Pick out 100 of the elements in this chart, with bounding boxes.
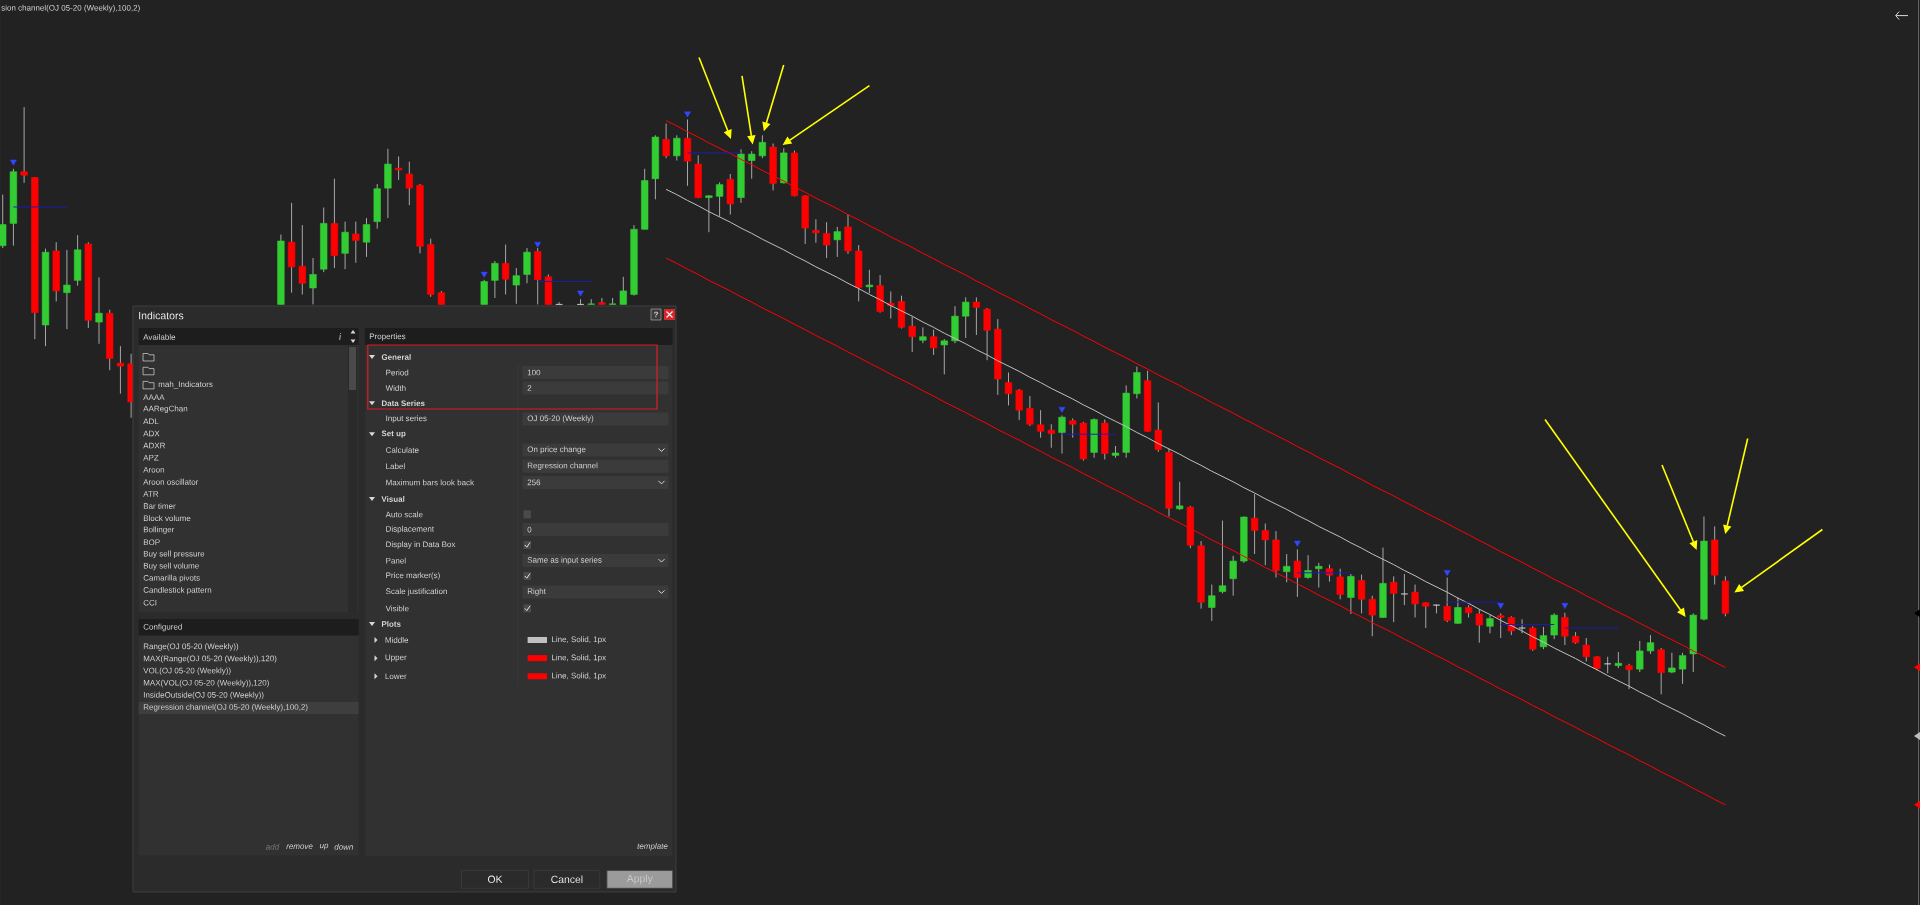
annotation: Scale justification [385,588,447,596]
text: add [265,843,280,850]
annotation: Calculate [386,447,419,453]
point [1497,603,1504,609]
annotation: ATR [143,491,159,497]
annotation: Buy sell volume [143,562,199,571]
candlestick [63,249,71,330]
candlestick [362,217,371,258]
candlestick [1486,614,1494,634]
annotation: Panel [386,557,406,564]
annotation: Data Series [381,400,425,407]
candlestick [619,276,627,305]
candlestick [1336,568,1344,600]
candlestick [1454,596,1462,625]
candlestick [758,134,767,159]
annotation: Right [527,588,546,596]
candlestick [20,106,28,184]
candlestick [1293,548,1301,598]
candlestick [662,123,670,159]
text: Regression channel(OJ 05-20 (Weekly),100,2) [143,703,308,712]
candlestick [1058,414,1066,455]
annotation: Bar timer [143,503,176,509]
annotation: On price change [527,446,586,454]
candlestick [1625,663,1633,690]
annotation: CCI [143,599,157,606]
annotation: ADX [143,430,160,437]
point [684,111,691,118]
candlestick [822,221,831,259]
annotation: Aroon oscillator [143,478,199,485]
annotation: Properties [369,333,406,341]
annotation: Bollinger [143,526,175,534]
annotation: Indicators [139,311,184,320]
candlestick [1154,402,1162,453]
candlestick [1646,634,1655,655]
candlestick [1069,417,1077,439]
candlestick [309,257,317,305]
annotation: Lower [385,673,407,680]
annotation: BOP [143,539,160,546]
annotation: General [381,354,411,360]
annotation: Width [385,385,406,391]
candlestick [352,221,360,264]
candlestick [1347,573,1355,615]
annotation: MAX(Range(OJ 05-20 (Weekly)),120) [143,655,277,663]
candlestick [116,345,125,395]
candlestick [501,244,510,295]
annotation: 100 [527,369,541,376]
annotation: Label [386,463,405,470]
candlestick [1518,618,1526,634]
candlestick [1004,372,1013,406]
candlestick [1176,481,1184,511]
annotation: Set up [381,430,406,438]
candlestick [491,260,499,299]
annotation: Same as input series [527,556,602,565]
candlestick [512,267,520,305]
annotation: Line, Solid, 1px [552,672,607,681]
candlestick [705,194,713,233]
candlestick [1561,612,1569,646]
candlestick [1208,584,1216,622]
annotation: Available [143,334,176,340]
text: remove [286,844,313,849]
candlestick [523,247,531,284]
candlestick [1400,573,1408,606]
annotation: Candlestick pattern [143,586,212,595]
candlestick [1036,409,1045,439]
candlestick [812,218,820,244]
point [10,159,17,166]
candlestick [1657,647,1665,695]
candlestick [0,194,7,249]
point [534,241,542,248]
candlestick [1015,388,1023,421]
annotation: i [339,333,342,340]
candlestick [1529,625,1537,652]
candlestick [1390,575,1398,623]
candlestick [95,276,103,345]
annotation: InsideOutside(OJ 05-20 (Weekly)) [143,691,264,700]
candlestick [1422,601,1430,629]
annotation: MAX(VOL(OJ 05-20 (Weekly)),120) [143,679,269,688]
candlestick [908,316,916,353]
text: OK [487,875,503,883]
annotation: Display in Data Box [386,541,456,549]
point [1443,570,1451,577]
candlestick [1497,612,1505,639]
candlestick [1283,553,1291,583]
text: down [334,843,353,850]
point [1294,540,1301,547]
annotation: Aroon [143,466,165,473]
annotation: Middle [385,637,409,643]
point [480,271,488,278]
annotation: Plots [381,620,401,627]
annotation: Range(OJ 05-20 (Weekly)) [143,643,239,651]
annotation: Regression channel [527,462,598,470]
annotation: 2 [527,385,532,391]
annotation: Price marker(s) [386,572,440,580]
annotation: 256 [527,479,541,486]
candlestick [673,134,681,162]
candlestick [1411,584,1419,618]
annotation: Line, Solid, 1px [552,636,607,644]
annotation: Camarilla pivots [143,574,200,583]
annotation: Displacement [386,525,435,534]
point [1561,603,1569,609]
